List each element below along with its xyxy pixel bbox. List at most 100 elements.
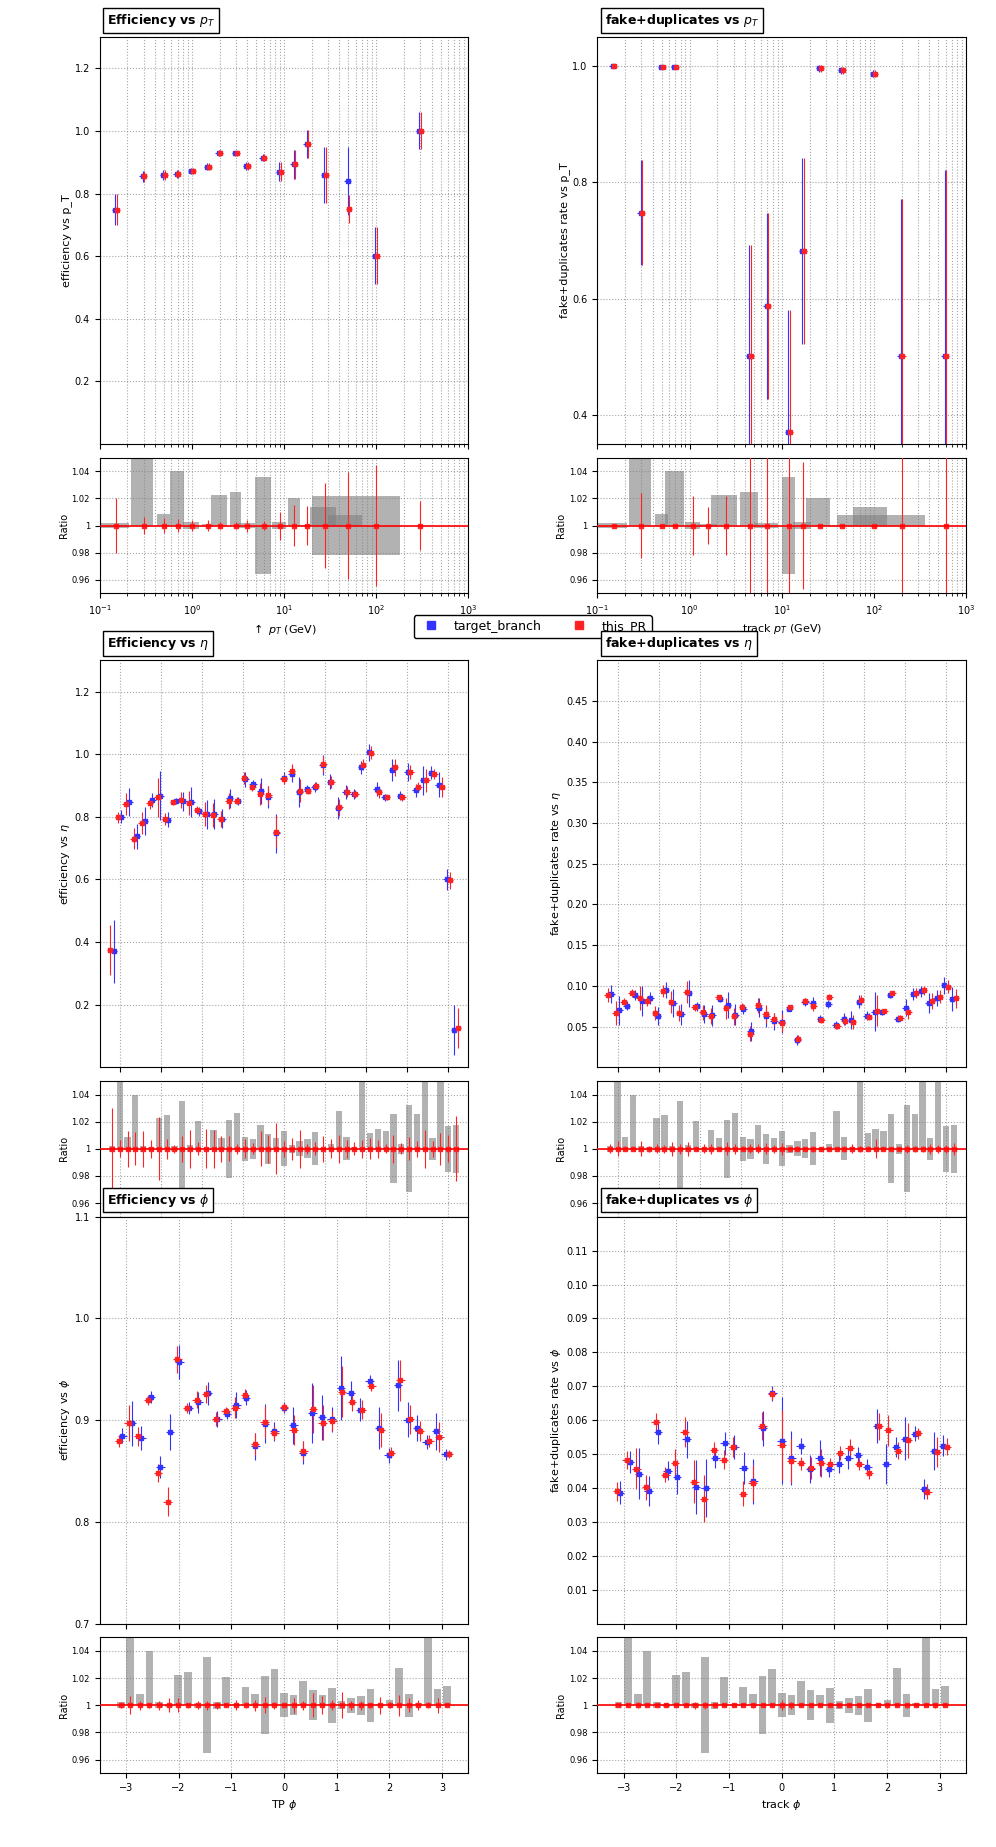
Bar [165, 1703, 172, 1707]
Bar [782, 477, 795, 574]
Bar [817, 1694, 824, 1705]
Bar [140, 1145, 146, 1153]
Bar [778, 1694, 786, 1718]
Text: fake+duplicates vs $\eta$: fake+duplicates vs $\eta$ [605, 635, 753, 652]
Bar [759, 1675, 766, 1734]
Bar [281, 1132, 287, 1165]
Bar [261, 1675, 269, 1734]
Bar [779, 1132, 785, 1165]
Bar [912, 1703, 920, 1705]
Bar [911, 1114, 918, 1149]
Bar [903, 1105, 910, 1193]
Bar [622, 1138, 628, 1149]
Bar [872, 1129, 878, 1149]
Y-axis label: efficiency vs $\eta$: efficiency vs $\eta$ [58, 824, 72, 905]
Bar [836, 1701, 844, 1708]
Bar [740, 491, 758, 526]
Bar [157, 513, 170, 526]
Bar [941, 1686, 949, 1705]
Bar [643, 1651, 651, 1705]
Bar [179, 1101, 185, 1197]
X-axis label: $\uparrow$ $p_T$ (GeV): $\uparrow$ $p_T$ (GeV) [251, 622, 317, 637]
Text: Efficiency vs $\eta$: Efficiency vs $\eta$ [107, 635, 209, 652]
Bar [716, 1138, 722, 1149]
Bar [880, 1130, 886, 1149]
Bar [724, 1119, 730, 1178]
Bar [797, 1681, 805, 1705]
Bar [210, 495, 227, 526]
Bar [273, 1138, 279, 1149]
Bar [437, 1077, 443, 1149]
Bar [310, 506, 336, 526]
Bar [739, 1686, 747, 1705]
Y-axis label: fake+duplicates rate vs p_T: fake+duplicates rate vs p_T [559, 163, 570, 318]
Bar [367, 1132, 374, 1149]
Bar [290, 1696, 298, 1716]
Bar [768, 1670, 776, 1705]
Bar [382, 1130, 388, 1149]
Bar [902, 1694, 910, 1718]
Bar [927, 1138, 933, 1160]
Bar [896, 1143, 902, 1154]
Bar [367, 1688, 374, 1721]
Bar [846, 1697, 853, 1712]
Bar [171, 1147, 177, 1151]
Y-axis label: fake+duplicates rate vs $\phi$: fake+duplicates rate vs $\phi$ [550, 1348, 564, 1492]
Bar [865, 1688, 872, 1721]
Bar [682, 1672, 689, 1705]
Bar [300, 1681, 307, 1705]
X-axis label: TP $\eta$: TP $\eta$ [271, 1241, 297, 1256]
Bar [637, 1145, 644, 1153]
Bar [238, 523, 255, 528]
Bar [390, 1114, 396, 1184]
Bar [131, 441, 153, 526]
Bar [163, 1116, 169, 1149]
Bar [242, 1686, 249, 1705]
Bar [96, 523, 129, 528]
Bar [755, 1125, 761, 1149]
Bar [183, 523, 199, 528]
Bar [645, 1147, 652, 1151]
Bar [701, 1657, 709, 1753]
Bar [453, 1125, 459, 1173]
Bar [271, 1670, 278, 1705]
Bar [855, 1696, 863, 1714]
Bar [865, 1132, 871, 1149]
Bar [794, 1141, 801, 1156]
Bar [297, 1141, 303, 1156]
Bar [109, 1145, 115, 1153]
Bar [250, 1138, 256, 1160]
Bar [234, 1114, 240, 1149]
Bar [226, 1119, 232, 1178]
Bar [359, 1058, 366, 1149]
Bar [155, 1703, 163, 1708]
Bar [257, 1125, 264, 1149]
Bar [348, 1697, 355, 1712]
Bar [421, 1079, 428, 1149]
Bar [669, 1147, 675, 1151]
Bar [126, 1622, 134, 1705]
Bar [615, 1703, 622, 1708]
Bar [732, 1114, 738, 1149]
Bar [124, 1138, 130, 1149]
Bar [203, 1657, 211, 1753]
Bar [406, 1105, 412, 1193]
Bar [405, 1694, 412, 1718]
Bar [357, 1696, 365, 1714]
Bar [711, 1701, 718, 1708]
Bar [628, 441, 650, 526]
Bar [893, 1668, 900, 1705]
Bar [857, 1058, 864, 1149]
Bar [352, 1147, 358, 1149]
Bar [272, 523, 286, 528]
Bar [624, 1622, 631, 1705]
Bar [720, 1677, 728, 1705]
Bar [230, 491, 241, 526]
Bar [187, 1145, 193, 1153]
Bar [202, 525, 213, 526]
Bar [888, 1114, 894, 1184]
Bar [288, 497, 300, 526]
Text: Efficiency vs $p_T$: Efficiency vs $p_T$ [107, 11, 215, 30]
Bar [919, 1079, 925, 1149]
Bar [685, 523, 700, 528]
